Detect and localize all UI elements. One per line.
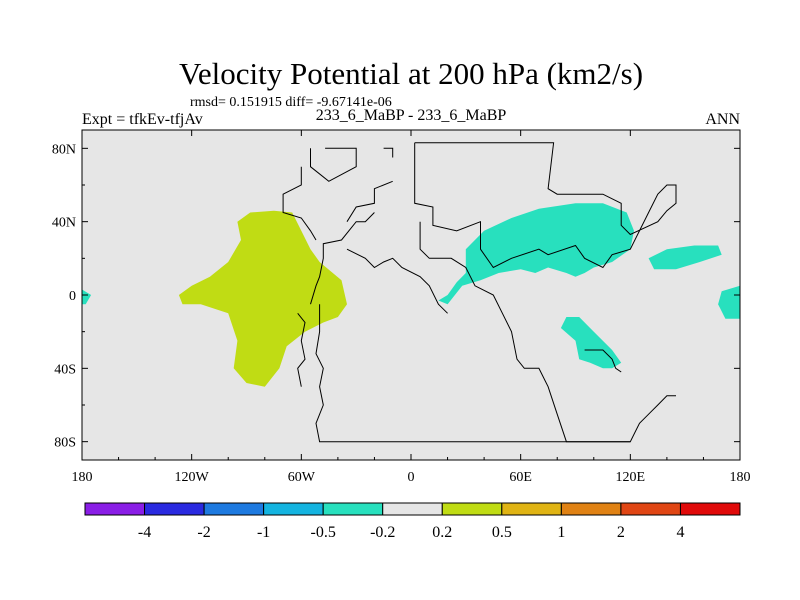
anomaly-regions	[82, 203, 740, 387]
colorbar: -4 -2 -1 -0.5 -0.2 0.2 0.5 1 2 4	[84, 502, 741, 541]
coastline-1	[383, 147, 394, 158]
x-tick-label-4: 60E	[509, 470, 532, 485]
colorbar-label-3: -0.5	[311, 524, 336, 541]
region-negative-anomaly-indian-ocean	[560, 317, 622, 369]
y-tick-label-1: 40N	[52, 216, 76, 231]
coastline-9	[346, 248, 448, 314]
coastline-0	[310, 147, 357, 182]
colorbar-swatch-5	[382, 502, 443, 516]
region-negative-anomaly-edge-west	[82, 289, 92, 305]
coastline-5	[419, 221, 676, 443]
coastline-7	[315, 304, 631, 443]
case-label: 233_6_MaBP - 233_6_MaBP	[316, 107, 507, 124]
stats-line: rmsd= 0.151915 diff= -9.67141e-06	[190, 95, 392, 110]
y-tick-label-0: 80N	[52, 142, 76, 157]
colorbar-label-5: 0.2	[432, 524, 452, 541]
coastline-layer	[282, 142, 677, 443]
colorbar-label-2: -1	[257, 524, 270, 541]
x-tick-label-6: 180	[730, 470, 751, 485]
colorbar-label-7: 1	[557, 524, 565, 541]
colorbar-label-9: 4	[676, 524, 684, 541]
coastline-3	[346, 180, 393, 222]
x-axis: 180 120W 60W 0 60E 120E 180	[72, 130, 751, 485]
region-positive-anomaly-atlantic	[178, 210, 347, 387]
colorbar-swatch-7	[501, 502, 562, 516]
plot-area	[81, 129, 741, 461]
x-tick-label-0: 180	[72, 470, 93, 485]
colorbar-label-6: 0.5	[492, 524, 512, 541]
y-tick-label-4: 80S	[54, 436, 76, 451]
colorbar-swatch-0	[84, 502, 146, 516]
region-negative-anomaly-asia	[438, 203, 634, 305]
coastline-8	[584, 349, 622, 373]
x-tick-label-3: 0	[408, 470, 415, 485]
x-tick-label-5: 120E	[616, 470, 646, 485]
experiment-label: Expt = tfkEv-tfjAv	[82, 111, 203, 128]
colorbar-swatch-1	[144, 502, 205, 516]
colorbar-label-1: -2	[197, 524, 210, 541]
colorbar-label-8: 2	[617, 524, 625, 541]
coastline-4	[414, 142, 677, 269]
colorbar-swatch-8	[560, 502, 622, 516]
colorbar-swatch-6	[441, 502, 503, 516]
region-negative-anomaly-dateline	[718, 285, 740, 319]
colorbar-swatch-4	[322, 502, 384, 516]
coastline-2	[282, 166, 317, 241]
y-tick-label-2: 0	[69, 289, 76, 304]
colorbar-label-4: -0.2	[370, 524, 395, 541]
coastline-10	[297, 312, 306, 387]
colorbar-swatch-10	[679, 502, 741, 516]
region-negative-anomaly-west-pacific	[648, 245, 722, 270]
x-tick-label-1: 120W	[175, 470, 210, 485]
chart-title: Velocity Potential at 200 hPa (km2/s)	[179, 56, 643, 91]
season-label: ANN	[705, 111, 740, 128]
y-axis: 80N 40N 0 40S 80S	[52, 142, 740, 451]
y-tick-label-3: 40S	[54, 362, 76, 377]
colorbar-swatch-9	[620, 502, 681, 516]
colorbar-swatch-2	[203, 502, 265, 516]
colorbar-swatch-3	[263, 502, 324, 516]
coastline-6	[310, 212, 375, 305]
x-tick-label-2: 60W	[288, 470, 316, 485]
colorbar-label-0: -4	[138, 524, 151, 541]
